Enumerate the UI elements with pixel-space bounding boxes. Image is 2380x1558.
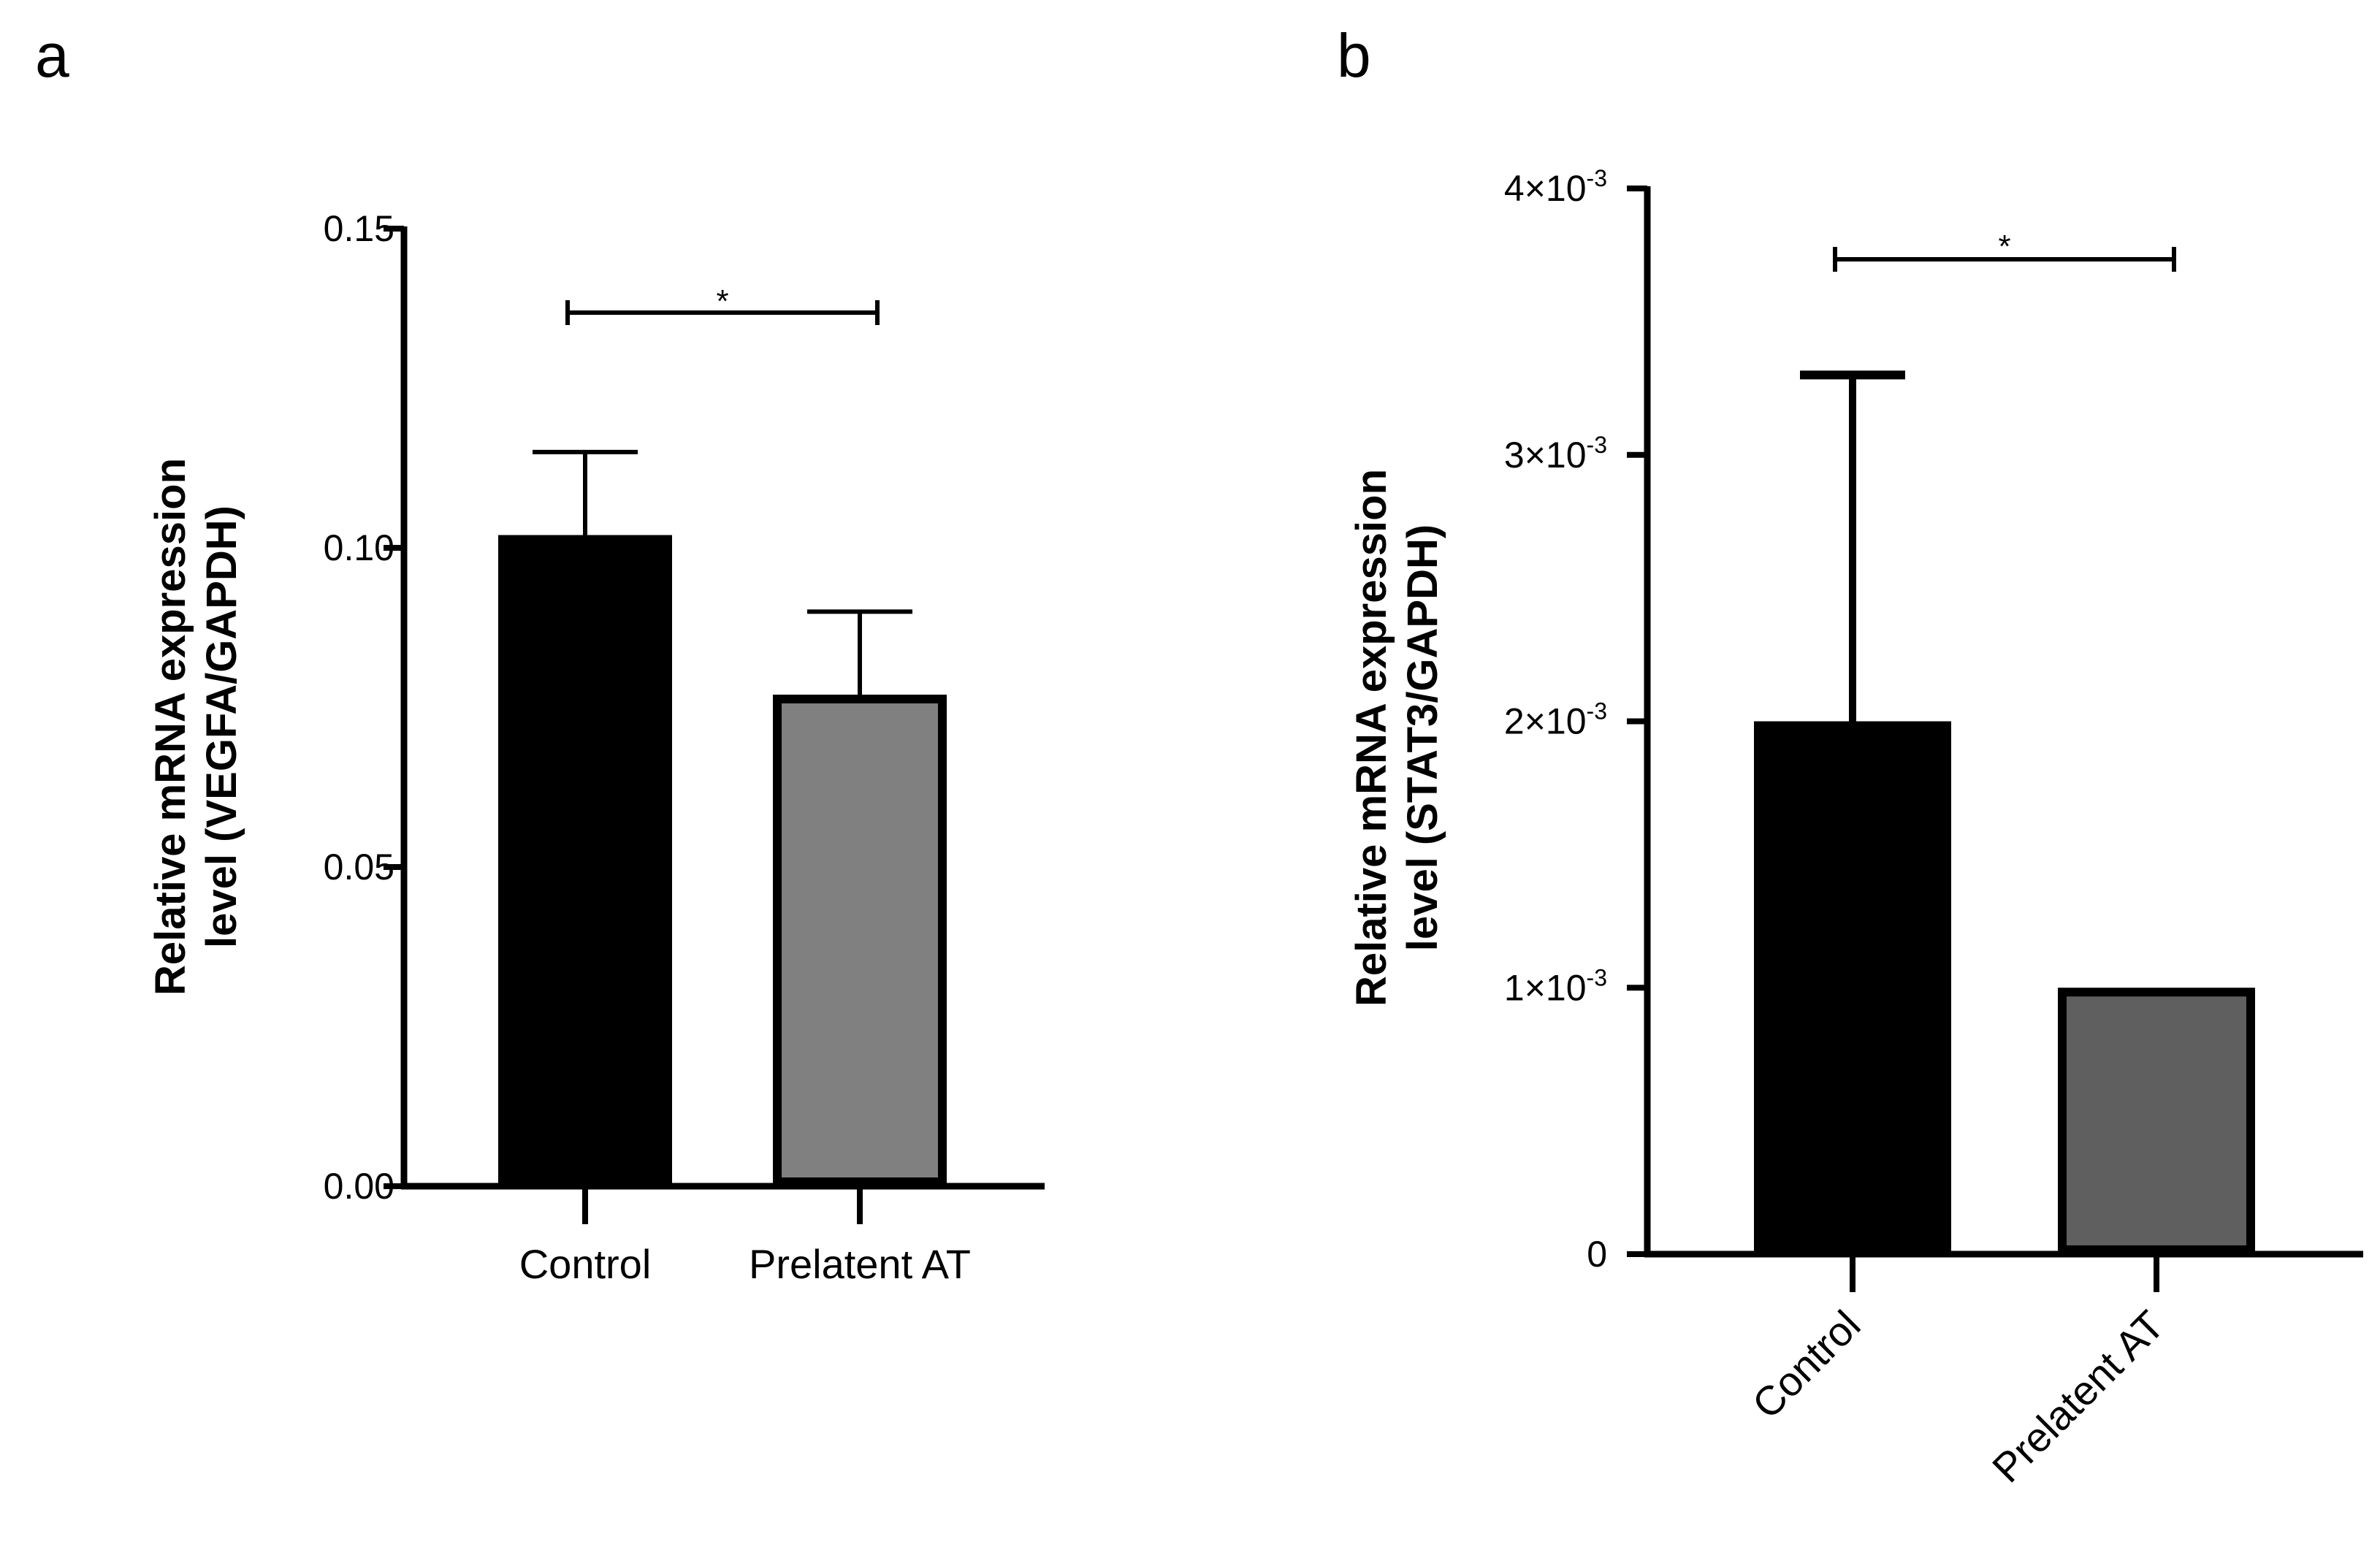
x-tick-label-a-1: Prelatent AT [749,1241,971,1287]
panel-letter-a: a [35,21,69,90]
y-tick-label-b-0: 0 [1587,1234,1607,1275]
chart-panel-a: Relative mRNA expression level (VEGFA/GA… [147,208,1045,1287]
y-axis-title-line1-a: Relative mRNA expression [147,458,194,996]
significance-star-b: * [1998,229,2010,264]
y-axis-title-a: Relative mRNA expression level (VEGFA/GA… [147,458,245,996]
significance-star-a: * [716,283,728,319]
y-tick-label-b-4: 4×10-3 [1504,165,1607,209]
chart-panel-b: Relative mRNA expression level (STAT3/GA… [1348,165,2363,1491]
y-tick-label-b-3: 3×10-3 [1504,432,1607,476]
y-tick-label-a-1: 0.05 [324,847,394,887]
panel-letter-b: b [1337,21,1371,90]
y-tick-label-a-3: 0.15 [324,208,394,249]
y-tick-label-a-2: 0.10 [324,527,394,568]
x-tick-label-a-0: Control [519,1241,652,1287]
bar-a-0 [498,535,672,1186]
y-axis-title-b: Relative mRNA expression level (STAT3/GA… [1348,469,1446,1007]
y-tick-label-b-1: 1×10-3 [1504,964,1607,1008]
y-tick-label-a-0: 0.00 [324,1166,394,1207]
y-tick-label-b-2: 2×10-3 [1504,698,1607,742]
y-axis-title-line2-a: level (VEGFA/GAPDH) [198,505,245,948]
y-axis-title-line1-b: Relative mRNA expression [1348,469,1395,1007]
x-tick-label-b-0: Control [1743,1302,1869,1427]
x-tick-label-b-1: Prelatent AT [1983,1302,2173,1492]
bar-a-1 [773,695,947,1186]
bar-b-0 [1754,721,1951,1254]
bar-b-1 [2058,988,2255,1254]
y-axis-title-line2-b: level (STAT3/GAPDH) [1399,524,1446,951]
